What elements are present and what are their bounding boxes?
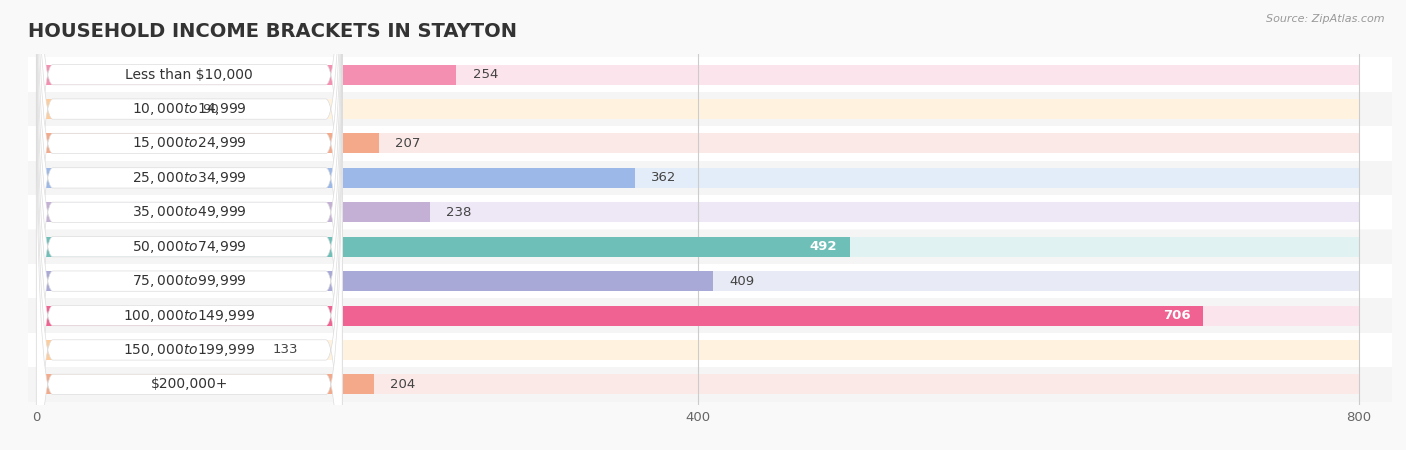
FancyBboxPatch shape: [37, 0, 342, 450]
FancyBboxPatch shape: [37, 50, 342, 450]
FancyBboxPatch shape: [37, 0, 342, 443]
Bar: [37, 340, 256, 360]
Bar: [37, 374, 1358, 394]
Text: Source: ZipAtlas.com: Source: ZipAtlas.com: [1267, 14, 1385, 23]
Bar: [28, 58, 1400, 92]
Bar: [37, 168, 636, 188]
Bar: [37, 306, 1204, 325]
Bar: [28, 367, 1400, 401]
Bar: [37, 271, 713, 291]
Bar: [37, 99, 1358, 119]
Text: $75,000 to $99,999: $75,000 to $99,999: [132, 273, 246, 289]
Bar: [28, 161, 1400, 195]
Text: 706: 706: [1163, 309, 1191, 322]
Bar: [28, 92, 1400, 126]
Text: 409: 409: [730, 274, 754, 288]
Text: $150,000 to $199,999: $150,000 to $199,999: [124, 342, 256, 358]
Bar: [28, 333, 1400, 367]
Text: $15,000 to $24,999: $15,000 to $24,999: [132, 135, 246, 152]
Bar: [37, 202, 1358, 222]
FancyBboxPatch shape: [37, 0, 342, 450]
Bar: [37, 271, 1358, 291]
Text: HOUSEHOLD INCOME BRACKETS IN STAYTON: HOUSEHOLD INCOME BRACKETS IN STAYTON: [28, 22, 517, 41]
Text: $35,000 to $49,999: $35,000 to $49,999: [132, 204, 246, 220]
Text: 204: 204: [389, 378, 415, 391]
Bar: [37, 306, 1358, 325]
Bar: [37, 202, 430, 222]
FancyBboxPatch shape: [37, 0, 342, 450]
Bar: [37, 134, 1358, 153]
Bar: [28, 264, 1400, 298]
Text: $100,000 to $149,999: $100,000 to $149,999: [124, 307, 256, 324]
Bar: [28, 298, 1400, 333]
Bar: [37, 374, 374, 394]
Bar: [37, 237, 1358, 256]
Text: 133: 133: [273, 343, 298, 356]
Text: $50,000 to $74,999: $50,000 to $74,999: [132, 238, 246, 255]
Text: 362: 362: [651, 171, 676, 184]
FancyBboxPatch shape: [37, 0, 342, 450]
Text: $25,000 to $34,999: $25,000 to $34,999: [132, 170, 246, 186]
FancyBboxPatch shape: [37, 0, 342, 409]
Bar: [37, 65, 457, 85]
Bar: [37, 168, 1358, 188]
Bar: [28, 195, 1400, 230]
FancyBboxPatch shape: [37, 0, 342, 450]
Bar: [37, 99, 186, 119]
FancyBboxPatch shape: [37, 0, 342, 450]
Bar: [37, 134, 378, 153]
Bar: [37, 237, 849, 256]
Bar: [37, 65, 1358, 85]
FancyBboxPatch shape: [37, 16, 342, 450]
Bar: [28, 126, 1400, 161]
Text: 492: 492: [808, 240, 837, 253]
Text: 238: 238: [446, 206, 472, 219]
Bar: [37, 340, 1358, 360]
Text: 207: 207: [395, 137, 420, 150]
Text: $200,000+: $200,000+: [150, 378, 228, 392]
Bar: [28, 230, 1400, 264]
Text: 90: 90: [201, 103, 218, 116]
Text: 254: 254: [472, 68, 498, 81]
Text: Less than $10,000: Less than $10,000: [125, 68, 253, 81]
Text: $10,000 to $14,999: $10,000 to $14,999: [132, 101, 246, 117]
